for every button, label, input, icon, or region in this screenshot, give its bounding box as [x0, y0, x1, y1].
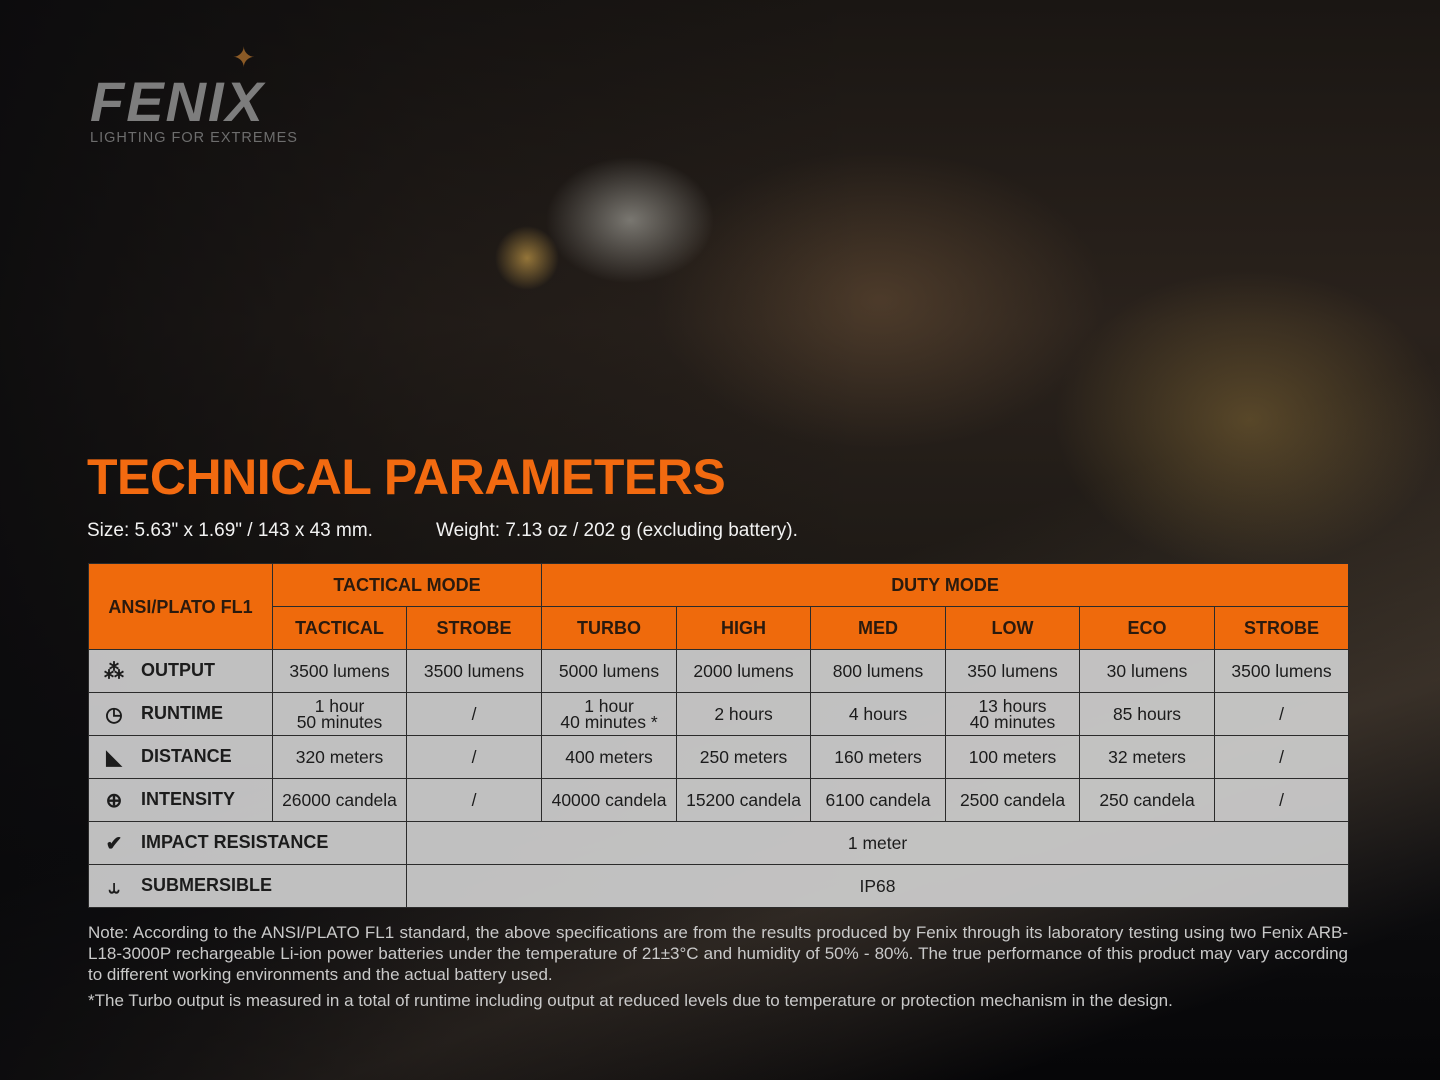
row-label: ◷ RUNTIME [88, 692, 273, 736]
table-cell: 160 meters [810, 735, 947, 779]
table-cell: 2500 candela [945, 778, 1081, 822]
table-row: ⊕ INTENSITY 26000 candela/40000 candela 152… [88, 778, 1350, 822]
row-label: ◣ DISTANCE [88, 735, 273, 779]
corner-header: ANSI/PLATO FL1 [88, 563, 273, 650]
row-label: ⥿ SUBMERSIBLE [88, 864, 407, 908]
table-cell: 350 lumens [945, 649, 1081, 693]
table-row: ◣ DISTANCE 320 meters/400 meters 250 meters… [88, 735, 1350, 779]
table-cell: 3500 lumens [272, 649, 407, 693]
table-row: ◷ RUNTIME 1 hour 50 minutes/1 hour 40 minu… [88, 692, 1350, 736]
mode-header: STROBE [405, 606, 543, 650]
notes: Note: According to the ANSI/PLATO FL1 st… [88, 922, 1348, 1011]
table-cell: / [405, 778, 543, 822]
table-cell: 6100 candela [810, 778, 947, 822]
table-cell: 15200 candela [676, 778, 812, 822]
row-label-text: INTENSITY [141, 789, 236, 810]
mode-header: TURBO [541, 606, 678, 650]
table-cell: 2000 lumens [676, 649, 812, 693]
output-rays-icon: ⁂ [104, 660, 124, 683]
row-label: ⁂ OUTPUT [88, 649, 273, 693]
size-spec: Size: 5.63" x 1.69" / 143 x 43 mm. [87, 520, 373, 541]
table-cell: / [405, 735, 543, 779]
clock-icon: ◷ [105, 703, 123, 726]
logo-wordmark: FENIX [90, 70, 265, 133]
table-row-impact: ✔ IMPACT RESISTANCE 1 meter [88, 821, 1350, 865]
table-cell: 3500 lumens [405, 649, 543, 693]
mode-header: LOW [945, 606, 1081, 650]
submersible-value: IP68 [405, 864, 1350, 908]
table-cell: 1 hour 50 minutes [272, 692, 407, 736]
table-cell: 30 lumens [1079, 649, 1216, 693]
table-cell: 800 lumens [810, 649, 947, 693]
table-cell: 1 hour 40 minutes * [541, 692, 678, 736]
group-header-tactical: TACTICAL MODE [271, 563, 543, 607]
submersible-icon: ⥿ [108, 875, 120, 898]
row-label-text: IMPACT RESISTANCE [141, 832, 329, 853]
spec-table: ANSI/PLATO FL1 TACTICAL MODE DUTY MODE T… [88, 563, 1350, 908]
table-cell: / [1214, 778, 1350, 822]
table-row: ⁂ OUTPUT 3500 lumens 3500 lumens 5000 lumens… [88, 649, 1350, 693]
group-header-duty: DUTY MODE [541, 563, 1350, 607]
table-cell: 3500 lumens [1214, 649, 1350, 693]
page-title: TECHNICAL PARAMETERS [87, 449, 726, 505]
fenix-logo: ✦ FENIX LIGHTING FOR EXTREMES [90, 42, 298, 146]
table-cell: 26000 candela [272, 778, 407, 822]
impact-value: 1 meter [405, 821, 1350, 865]
table-cell: 2 hours [676, 692, 812, 736]
table-cell: 250 meters [676, 735, 812, 779]
row-label: ✔ IMPACT RESISTANCE [88, 821, 407, 865]
impact-icon: ✔ [105, 832, 123, 855]
row-label: ⊕ INTENSITY [88, 778, 273, 822]
table-cell: 85 hours [1079, 692, 1216, 736]
table-cell: / [1214, 735, 1350, 779]
table-cell: 13 hours 40 minutes [945, 692, 1081, 736]
mode-header: ECO [1079, 606, 1216, 650]
mode-header: TACTICAL [272, 606, 407, 650]
table-cell: 32 meters [1079, 735, 1216, 779]
table-cell: 100 meters [945, 735, 1081, 779]
table-cell: 5000 lumens [541, 649, 678, 693]
table-cell: 4 hours [810, 692, 947, 736]
note-text: Note: According to the ANSI/PLATO FL1 st… [88, 923, 1348, 984]
logo-tagline: LIGHTING FOR EXTREMES [90, 130, 298, 146]
table-row-submersible: ⥿ SUBMERSIBLE IP68 [88, 864, 1350, 908]
row-label-text: OUTPUT [141, 660, 215, 681]
mode-header: HIGH [676, 606, 812, 650]
table-cell: 40000 candela [541, 778, 678, 822]
table-cell: 320 meters [272, 735, 407, 779]
target-icon: ⊕ [105, 789, 123, 812]
table-cell: / [1214, 692, 1350, 736]
weight-spec: Weight: 7.13 oz / 202 g (excluding batte… [436, 520, 798, 541]
footnote-text: *The Turbo output is measured in a total… [88, 991, 1173, 1010]
mode-header: MED [810, 606, 947, 650]
row-label-text: SUBMERSIBLE [141, 875, 273, 896]
mode-header: STROBE [1214, 606, 1350, 650]
row-label-text: DISTANCE [141, 746, 232, 767]
beam-distance-icon: ◣ [106, 746, 122, 769]
star-icon: ✦ [232, 42, 256, 73]
table-cell: 250 candela [1079, 778, 1216, 822]
row-label-text: RUNTIME [141, 703, 223, 724]
table-cell: / [405, 692, 543, 736]
table-cell: 400 meters [541, 735, 678, 779]
